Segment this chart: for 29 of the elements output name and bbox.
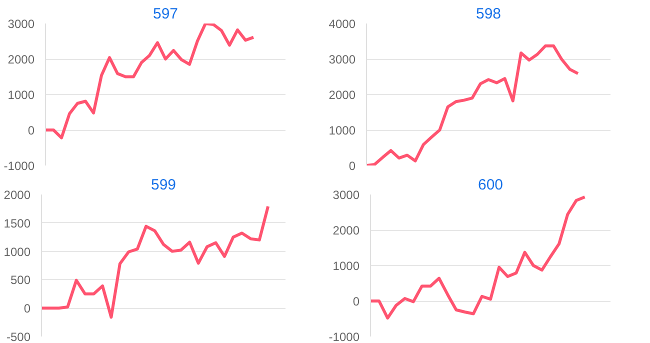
chart-title: 598 <box>476 6 502 22</box>
y-tick-label: 0 <box>24 302 31 316</box>
y-tick-label: 3000 <box>332 188 360 202</box>
y-tick-label: 0 <box>28 124 35 138</box>
y-tick-label: 2000 <box>4 188 31 202</box>
y-tick-label: 2000 <box>332 224 360 238</box>
line-series <box>370 195 586 320</box>
y-tick-label: 4000 <box>328 17 356 31</box>
y-tick-label: 2000 <box>328 88 356 102</box>
y-tick-label: 3000 <box>8 17 35 31</box>
y-tick-label: -500 <box>6 330 31 343</box>
y-tick-label: 1000 <box>4 244 31 259</box>
y-tick-label: -1000 <box>328 330 360 343</box>
y-tick-label: 3000 <box>328 52 356 66</box>
y-tick-label: 1000 <box>332 259 360 273</box>
line-series <box>366 44 580 166</box>
y-tick-label: 0 <box>348 159 356 173</box>
chart-title: 597 <box>152 6 178 22</box>
y-tick-label: -1000 <box>4 159 35 173</box>
y-tick-label: 1000 <box>8 88 35 102</box>
y-tick-label: 500 <box>10 273 31 288</box>
chart-title: 600 <box>478 176 504 194</box>
chart-title: 599 <box>150 176 176 194</box>
y-tick-label: 2000 <box>8 52 35 66</box>
y-tick-label: 1500 <box>4 216 31 230</box>
line-series <box>42 204 270 319</box>
y-tick-label: 1000 <box>328 124 356 138</box>
y-tick-label: 0 <box>352 294 360 308</box>
line-series <box>46 24 255 140</box>
